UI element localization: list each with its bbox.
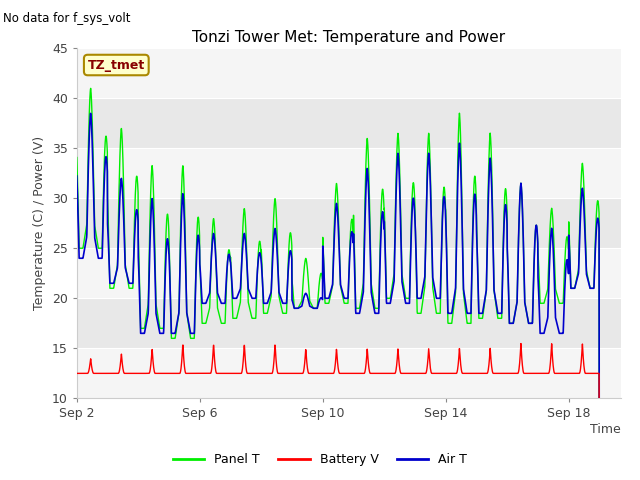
Legend: Panel T, Battery V, Air T: Panel T, Battery V, Air T: [168, 448, 472, 471]
Y-axis label: Temperature (C) / Power (V): Temperature (C) / Power (V): [33, 136, 46, 310]
Bar: [77, 298, 621, 348]
Text: No data for f_sys_volt: No data for f_sys_volt: [3, 12, 131, 25]
Title: Tonzi Tower Met: Temperature and Power: Tonzi Tower Met: Temperature and Power: [192, 30, 506, 46]
Bar: [77, 248, 621, 298]
Bar: [77, 48, 621, 98]
Bar: [77, 348, 621, 398]
Bar: [77, 98, 621, 148]
Bar: [77, 198, 621, 248]
X-axis label: Time: Time: [590, 423, 621, 436]
Bar: [77, 148, 621, 198]
Text: TZ_tmet: TZ_tmet: [88, 59, 145, 72]
